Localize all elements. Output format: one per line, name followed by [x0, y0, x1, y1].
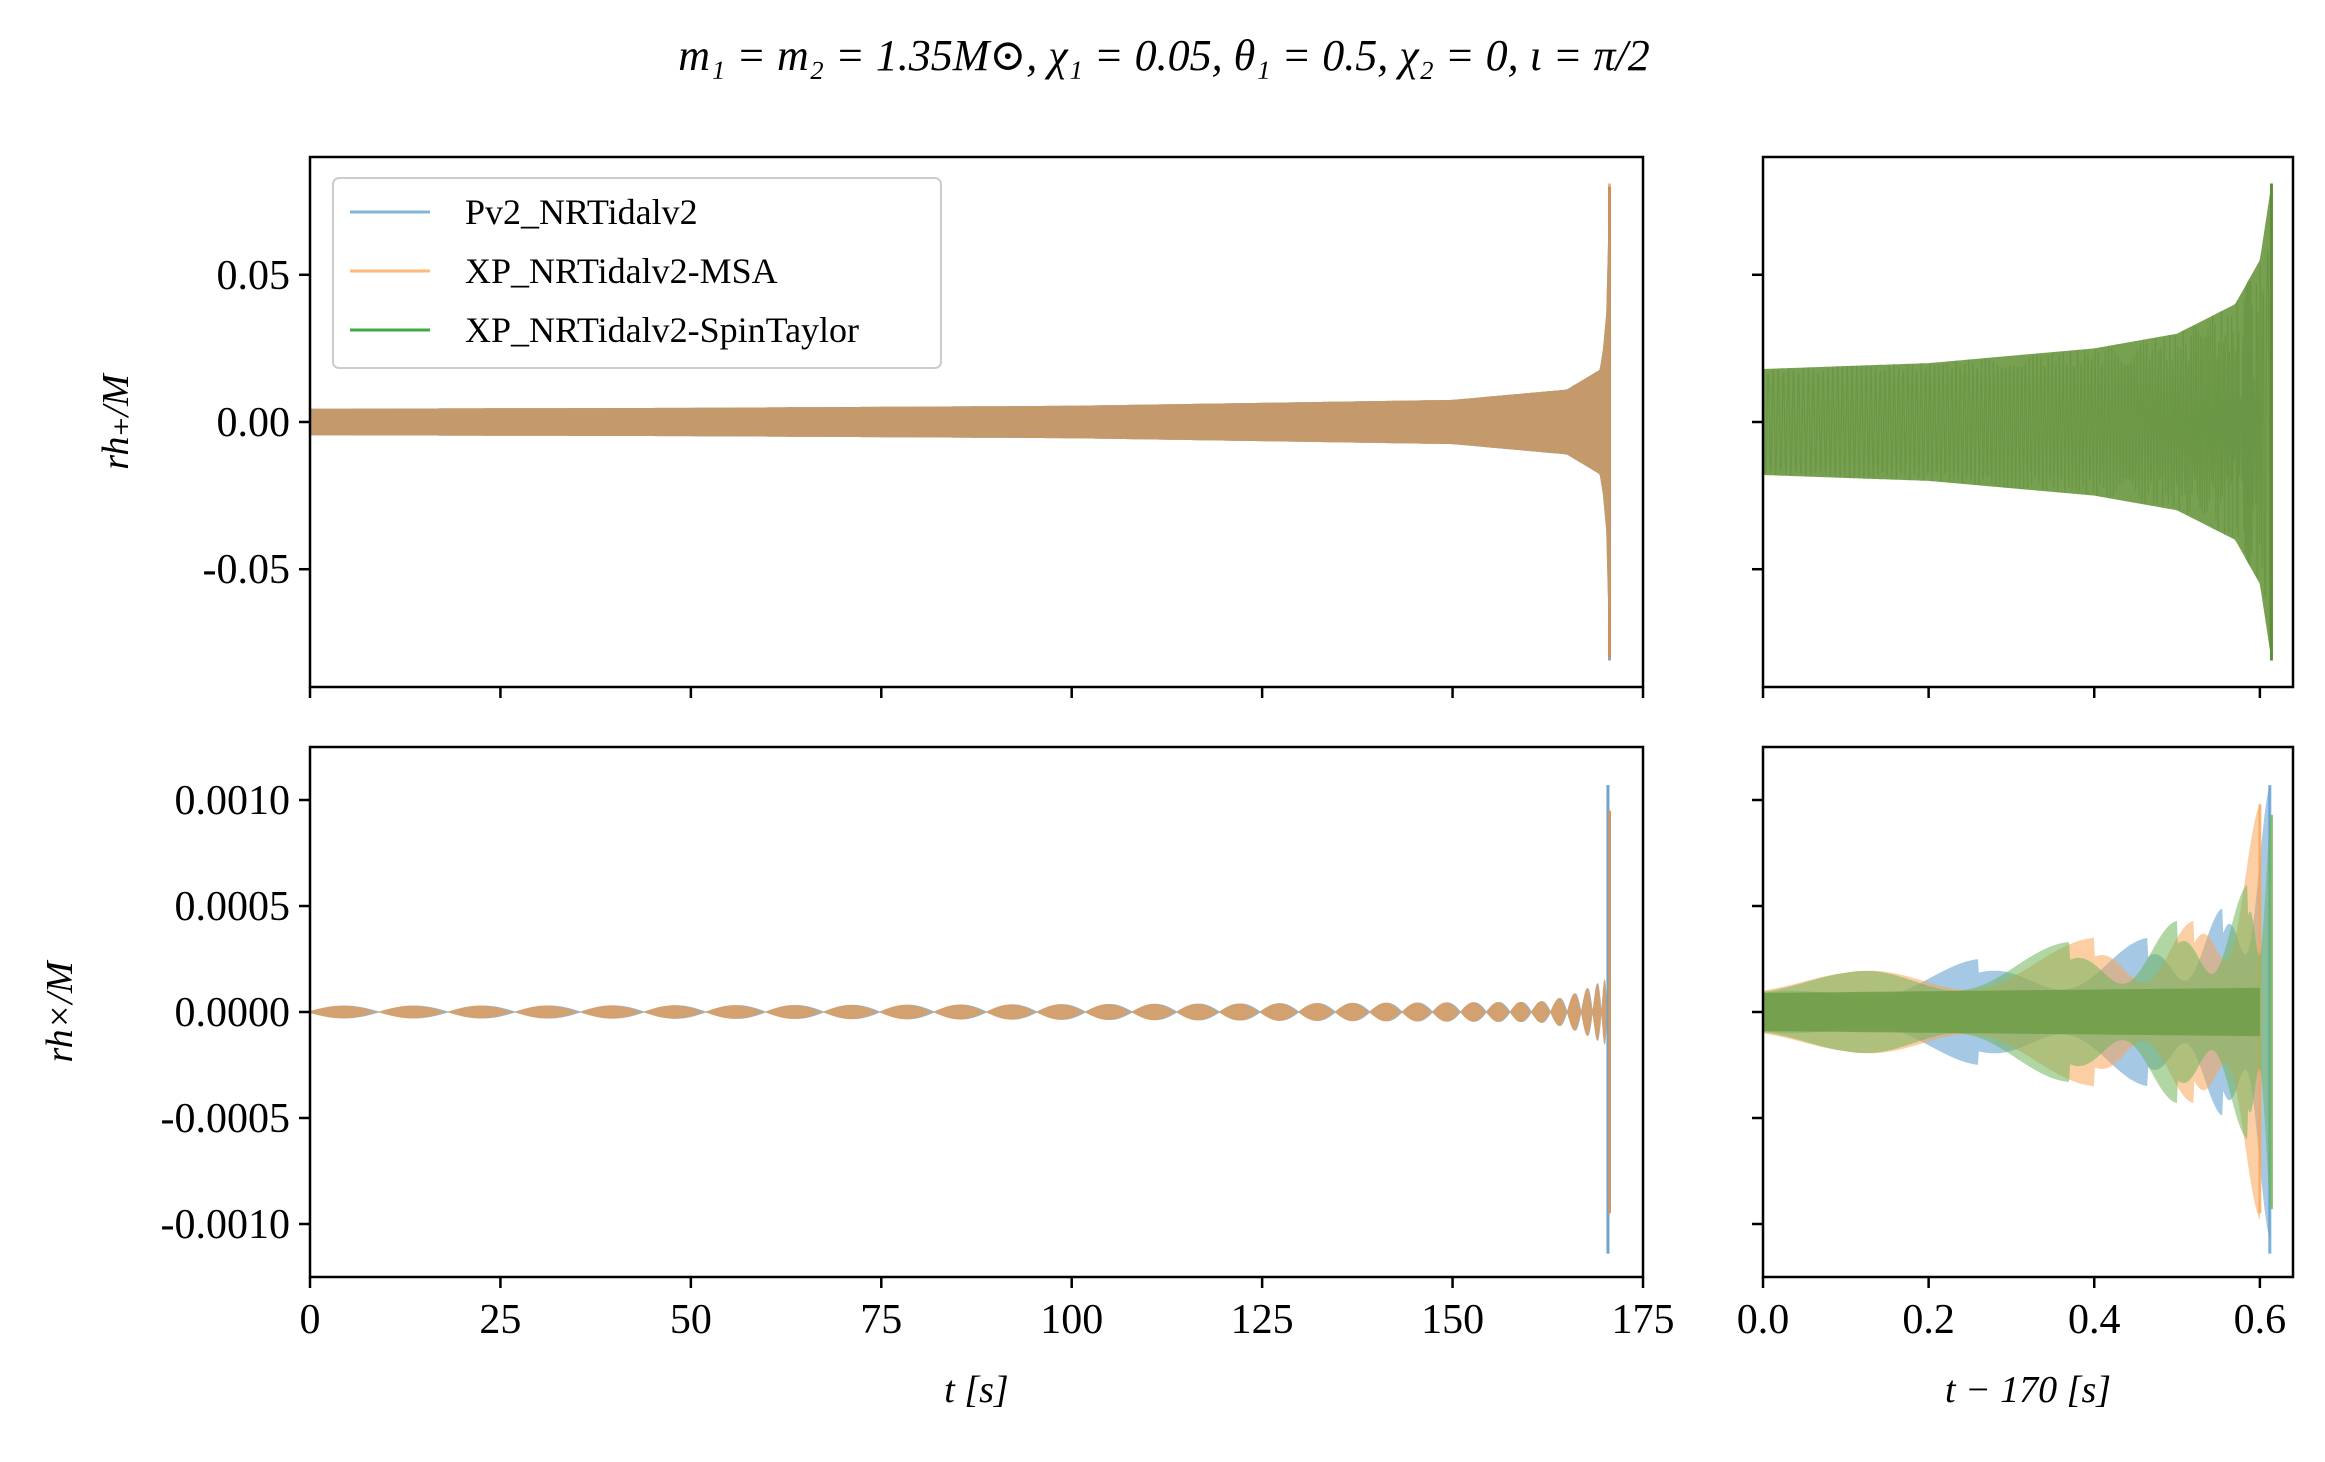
legend-label-msa: XP_NRTidalv2-MSA [465, 251, 778, 291]
y-tick-label: 0.0010 [175, 778, 291, 824]
x-tick-label: 75 [860, 1297, 902, 1343]
series-band [310, 976, 1610, 1048]
legend-label-spintaylor: XP_NRTidalv2-SpinTaylor [465, 310, 859, 350]
x-tick-label: 0.0 [1737, 1297, 1790, 1343]
x-tick-label: 100 [1040, 1297, 1103, 1343]
y-axis-label: rh×/M [39, 959, 81, 1062]
panel-hcross-zoom: 0.0 0.2 0.4 0.6 t − 170 [s] [1737, 745, 2295, 1411]
plot-area [1763, 785, 2273, 1254]
x-tick-label: 25 [479, 1297, 521, 1343]
x-tick-label: 50 [670, 1297, 712, 1343]
legend: Pv2_NRTidalv2 XP_NRTidalv2-MSA XP_NRTida… [332, 177, 942, 369]
figure-title: m₁ = m₂ = 1.35M⊙, χ₁ = 0.05, θ₁ = 0.5, χ… [678, 31, 1650, 80]
x-tick-label: 150 [1421, 1297, 1484, 1343]
series-band [310, 183, 1610, 661]
x-tick-label: 0.2 [1902, 1297, 1955, 1343]
plot-area [1763, 183, 2273, 661]
x-tick-label: 0 [300, 1297, 321, 1343]
y-axis-label: rh₊/M [95, 372, 137, 470]
x-tick-label: 125 [1231, 1297, 1294, 1343]
x-tick-label: 175 [1612, 1297, 1675, 1343]
panel-hplus-full: 0.05 0.00 -0.05 rh₊/M [95, 155, 1645, 698]
series-line [1763, 183, 2273, 648]
y-tick-label: 0.0005 [175, 884, 291, 930]
panel-hplus-zoom [1752, 155, 2295, 698]
y-tick-label: -0.0010 [161, 1202, 291, 1248]
panel-hcross-full: 0 25 50 75 100 125 150 175 0.0010 0.0005 0.0000 -0.… [39, 745, 1675, 1411]
y-tick-label: 0.05 [217, 253, 291, 299]
plot-area [310, 183, 1611, 661]
y-tick-label: -0.05 [203, 547, 291, 593]
legend-frame [332, 177, 942, 369]
series-band [1763, 987, 2260, 1037]
x-axis-label: t [s] [944, 1369, 1008, 1411]
legend-label-pv2: Pv2_NRTidalv2 [465, 192, 698, 232]
plot-area [310, 785, 1611, 1254]
y-tick-label: -0.0005 [161, 1096, 291, 1142]
y-tick-label: 0.00 [217, 400, 291, 446]
x-axis-label: t − 170 [s] [1945, 1369, 2111, 1411]
y-tick-label: 0.0000 [175, 990, 291, 1036]
x-tick-label: 0.6 [2234, 1297, 2287, 1343]
x-tick-label: 0.4 [2068, 1297, 2121, 1343]
